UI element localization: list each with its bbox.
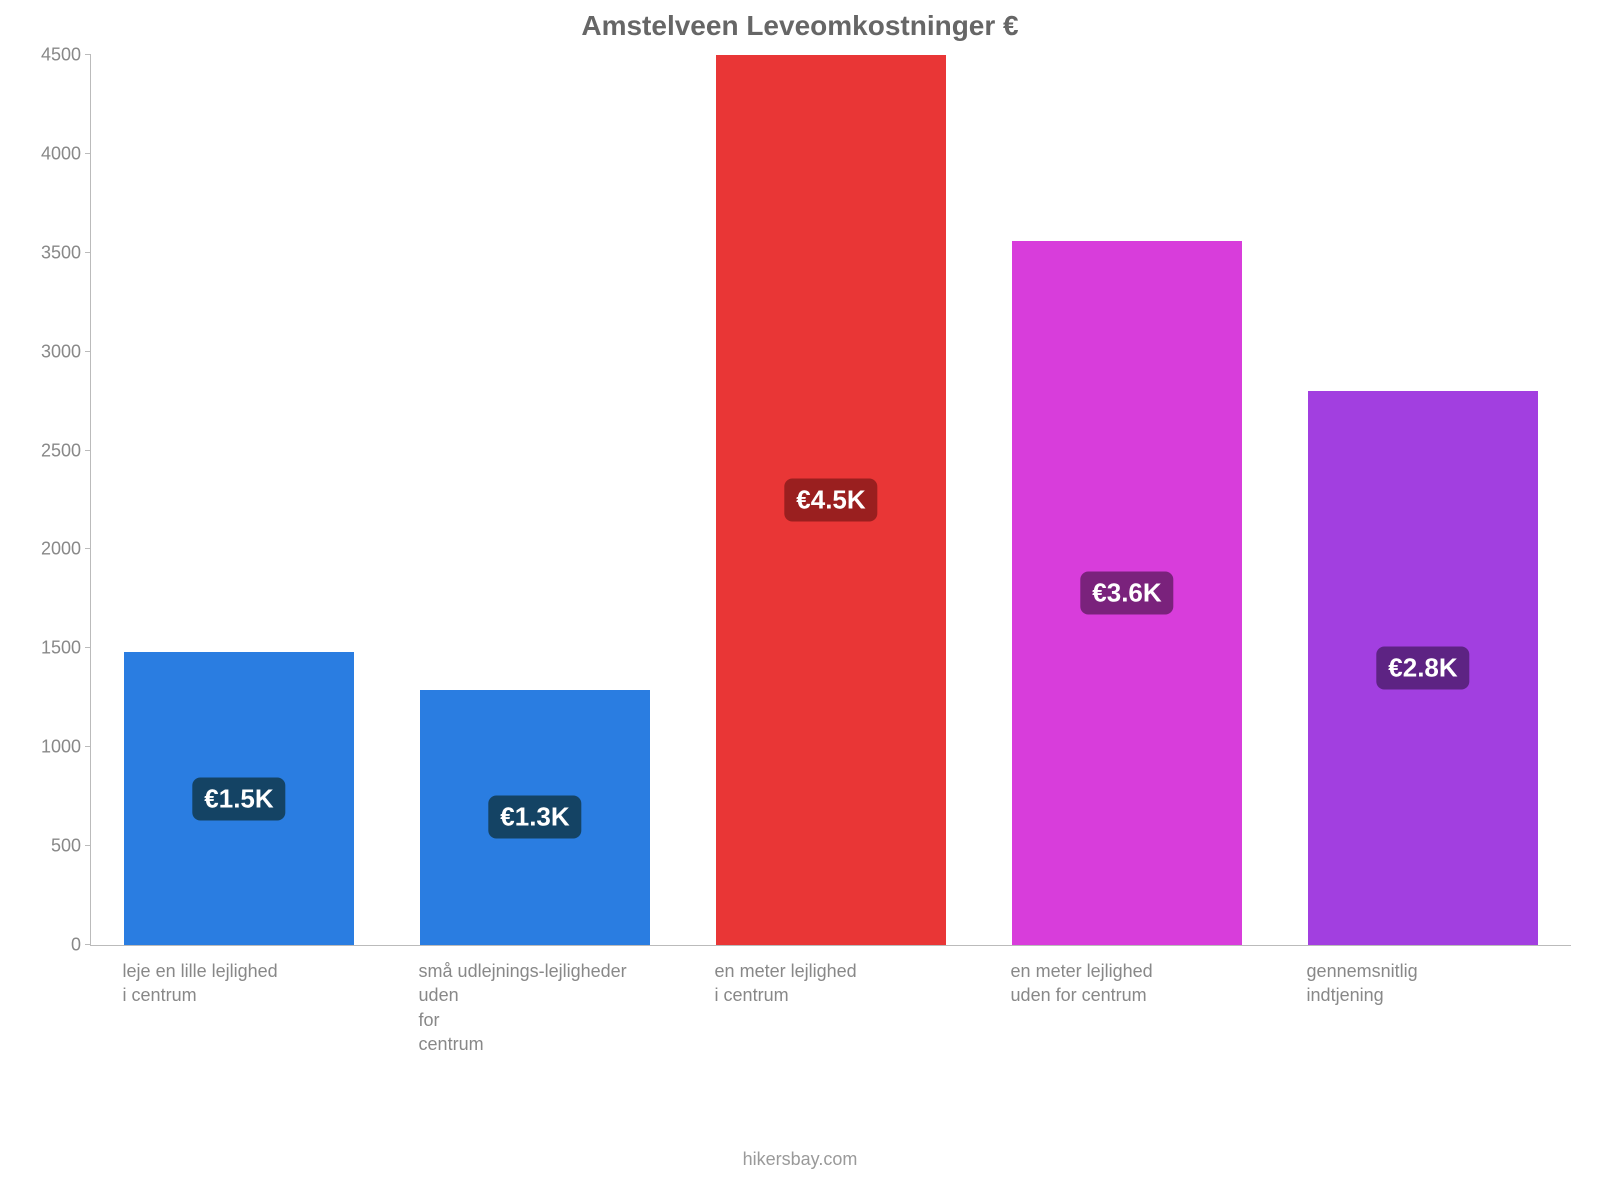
y-tick-mark [85, 153, 91, 154]
y-tick-mark [85, 944, 91, 945]
y-tick-mark [85, 450, 91, 451]
y-tick-label: 4500 [41, 45, 91, 66]
bar-value-label: €2.8K [1376, 647, 1469, 690]
chart-title: Amstelveen Leveomkostninger € [0, 10, 1600, 42]
y-tick-mark [85, 351, 91, 352]
bar-value-label: €1.5K [192, 777, 285, 820]
y-tick-label: 2000 [41, 539, 91, 560]
cost-of-living-chart: Amstelveen Leveomkostninger € 0500100015… [0, 0, 1600, 1200]
bar: €3.6K [1012, 241, 1243, 945]
y-tick-label: 500 [51, 836, 91, 857]
y-tick-mark [85, 252, 91, 253]
y-tick-mark [85, 54, 91, 55]
bar-value-label: €3.6K [1080, 571, 1173, 614]
x-category-label: en meter lejligheduden for centrum [1011, 959, 1242, 1008]
bar: €4.5K [716, 55, 947, 945]
y-tick-mark [85, 845, 91, 846]
bar-value-label: €1.3K [488, 796, 581, 839]
y-tick-mark [85, 548, 91, 549]
chart-footer: hikersbay.com [0, 1149, 1600, 1170]
y-tick-label: 0 [71, 935, 91, 956]
bar: €1.5K [124, 652, 355, 945]
y-tick-label: 1500 [41, 638, 91, 659]
x-category-label: små udlejnings-lejlighederudenforcentrum [419, 959, 650, 1056]
y-tick-label: 1000 [41, 737, 91, 758]
y-tick-label: 4000 [41, 143, 91, 164]
y-tick-mark [85, 647, 91, 648]
bar: €2.8K [1308, 391, 1539, 945]
x-category-label: gennemsnitligindtjening [1307, 959, 1538, 1008]
y-tick-label: 3500 [41, 242, 91, 263]
x-category-label: en meter lejlighedi centrum [715, 959, 946, 1008]
plot-area: 050010001500200025003000350040004500€1.5… [90, 55, 1571, 946]
x-category-label: leje en lille lejlighedi centrum [123, 959, 354, 1008]
bar-value-label: €4.5K [784, 479, 877, 522]
bar: €1.3K [420, 690, 651, 945]
y-tick-label: 2500 [41, 440, 91, 461]
y-tick-mark [85, 746, 91, 747]
y-tick-label: 3000 [41, 341, 91, 362]
